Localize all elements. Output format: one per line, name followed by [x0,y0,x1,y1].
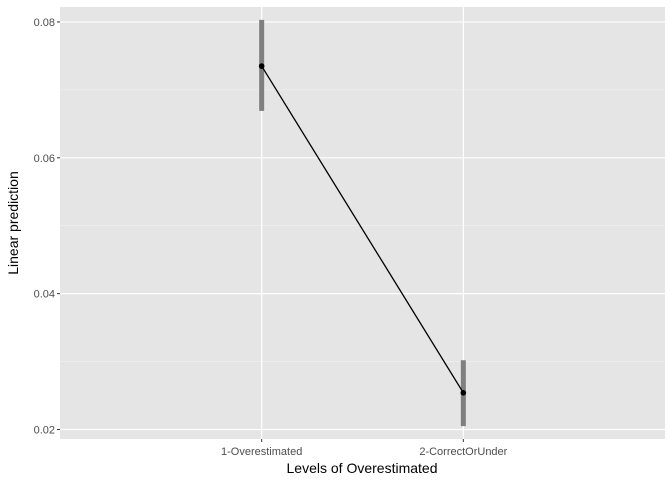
series-line [261,65,464,394]
y-tick-label: 0.04 [34,289,55,301]
x-tick-label: 2-CorrectOrUnder [419,446,507,458]
y-axis-title: Linear prediction [5,171,21,275]
data-points [258,63,467,396]
data-point [258,63,265,69]
x-axis-title: Levels of Overestimated [287,460,438,476]
panel-background [60,7,665,439]
y-tick-label: 0.06 [34,153,55,165]
y-tick-label: 0.02 [34,424,55,436]
data-point [460,390,467,396]
series-lines [261,65,464,394]
y-tick-label: 0.08 [34,17,55,29]
y-axis: 0.02 0.04 0.06 0.08 [34,17,60,436]
grid-minor [60,89,665,362]
x-axis: 1-Overestimated 2-CorrectOrUnder [221,439,508,458]
x-tick-label: 1-Overestimated [221,446,302,458]
